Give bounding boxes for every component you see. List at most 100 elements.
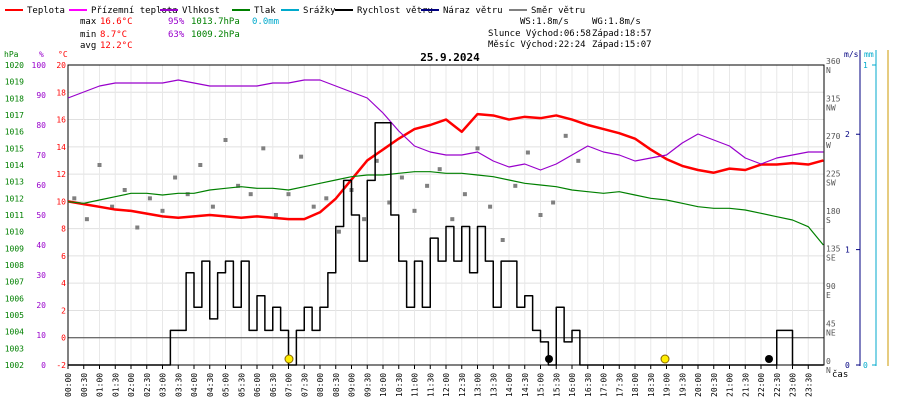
tick-label-pct: 90 — [36, 91, 46, 100]
axis-unit-rain: mm — [864, 50, 874, 59]
x-tick-label: 22:30 — [773, 373, 782, 397]
wind-direction-point — [513, 183, 518, 188]
tick-label-pct: 50 — [36, 211, 46, 220]
x-tick-label: 14:30 — [521, 373, 530, 397]
legend-label: Vlhkost — [182, 6, 220, 16]
tick-label-dir-name: W — [826, 141, 831, 150]
x-tick-label: 20:30 — [710, 373, 719, 397]
tick-label-hpa: 1012 — [5, 194, 24, 203]
wind-direction-point — [336, 229, 341, 234]
tick-label-pct: 60 — [36, 181, 46, 190]
wind-direction-point — [173, 175, 178, 180]
wind-direction-point — [399, 175, 404, 180]
tick-label-dir-deg: 225 — [826, 170, 841, 179]
stats-avg-label: avg — [80, 41, 96, 51]
wind-direction-point — [160, 208, 165, 213]
wind-direction-point — [475, 146, 480, 151]
x-tick-label: 00:00 — [64, 373, 73, 397]
wind-direction-point — [299, 154, 304, 159]
humidity-line — [67, 79, 824, 171]
wind-direction-point — [563, 133, 568, 138]
x-tick-label: 11:00 — [411, 373, 420, 397]
wind-speed-line — [68, 121, 824, 366]
tick-label-pct: 40 — [36, 241, 46, 250]
x-tick-label: 08:30 — [332, 373, 341, 397]
stats-min-press: 1009.2hPa — [191, 30, 240, 40]
tick-label-pct: 0 — [41, 361, 46, 370]
x-tick-label: 19:30 — [678, 373, 687, 397]
info-block: WS:1.8m/s WG:1.8m/s Slunce Východ:06:58 … — [488, 17, 652, 50]
legend-label: Teplota — [27, 6, 65, 16]
tick-label-temp: 0 — [61, 334, 66, 343]
tick-label-dir-deg: 135 — [826, 245, 841, 254]
tick-label-hpa: 1003 — [5, 344, 24, 353]
temperature-line — [67, 112, 824, 221]
tick-label-hpa: 1020 — [5, 61, 24, 70]
tick-label-hpa: 1017 — [5, 111, 24, 120]
tick-label-hpa: 1019 — [5, 78, 24, 87]
wind-direction-point — [311, 204, 316, 209]
axis-unit-hpa: hPa — [4, 50, 19, 59]
x-tick-label: 08:00 — [316, 373, 325, 397]
wind-direction-point — [97, 163, 102, 167]
x-tick-label: 03:30 — [174, 373, 183, 397]
tick-label-wind: 2 — [845, 130, 850, 139]
wind-direction-point — [450, 217, 455, 222]
wind-direction-point — [538, 213, 543, 217]
tick-label-hpa: 1008 — [5, 261, 24, 270]
sunset-marker — [660, 354, 670, 364]
wind-direction-point — [412, 208, 417, 213]
wind-direction-point — [223, 138, 228, 142]
tick-label-dir-name: S — [826, 216, 831, 225]
legend: Teplota Přízemní teplota Vlhkost Tlak Srážky… — [5, 6, 585, 16]
wind-direction-point — [135, 225, 140, 230]
wind-direction-point — [374, 158, 379, 163]
stats-max-temp: 16.6°C — [100, 17, 133, 27]
tick-label-hpa: 1005 — [5, 311, 24, 320]
info-wg: WG:1.8m/s — [592, 17, 641, 27]
tick-label-temp: 10 — [56, 197, 66, 206]
tick-label-pct: 70 — [36, 151, 46, 160]
x-tick-label: 23:30 — [804, 373, 813, 397]
wind-direction-point — [425, 183, 430, 188]
x-axis-label: čas — [832, 369, 848, 380]
moonrise-marker — [765, 355, 773, 363]
wind-direction-point — [248, 192, 253, 197]
chart-title: 25.9.2024 — [420, 51, 480, 64]
tick-label-temp: 6 — [61, 252, 66, 261]
info-moon-set: Západ:15:07 — [592, 40, 652, 50]
tick-label-hpa: 1011 — [5, 211, 24, 220]
x-tick-label: 22:00 — [757, 373, 766, 397]
wind-direction-point — [362, 217, 367, 222]
tick-label-dir-deg: 0 — [826, 357, 831, 366]
x-tick-label: 23:00 — [789, 373, 798, 397]
tick-label-dir-deg: 270 — [826, 132, 841, 141]
wind-direction-point — [210, 204, 215, 209]
wind-direction-point — [437, 167, 442, 172]
tick-label-wind: 1 — [845, 246, 850, 255]
series-lines — [67, 79, 824, 366]
tick-label-hpa: 1010 — [5, 228, 24, 237]
wind-direction-point — [185, 192, 190, 197]
x-axis-ticks: 00:00 00:30 01:00 01:30 02:00 02:30 03:00 03:30… — [64, 365, 813, 397]
stats-avg-temp: 12.2°C — [100, 41, 133, 51]
tick-label-dir-deg: 90 — [826, 282, 836, 291]
x-tick-label: 01:30 — [111, 373, 120, 397]
x-tick-label: 05:00 — [222, 373, 231, 397]
x-tick-label: 17:30 — [615, 373, 624, 397]
legend-label: Tlak — [254, 6, 276, 16]
tick-label-temp: 8 — [61, 225, 66, 234]
tick-label-hpa: 1002 — [5, 361, 24, 370]
axis-unit-temp: °C — [58, 50, 68, 59]
tick-label-dir-name: SE — [826, 254, 836, 263]
wind-direction-point — [110, 204, 115, 209]
x-tick-label: 10:30 — [395, 373, 404, 397]
sunrise-marker — [284, 354, 294, 364]
info-sun-rise: Slunce Východ:06:58 — [488, 29, 591, 39]
x-tick-label: 03:00 — [159, 373, 168, 397]
tick-label-hpa: 1006 — [5, 294, 24, 303]
x-tick-label: 01:00 — [96, 373, 105, 397]
tick-label-temp: 18 — [56, 88, 66, 97]
tick-label-pct: 10 — [36, 331, 46, 340]
